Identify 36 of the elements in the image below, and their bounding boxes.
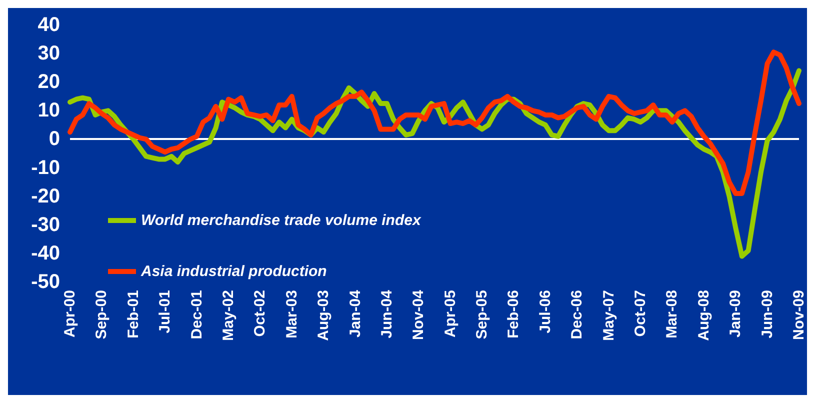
x-tick-label: Jul-06 (536, 290, 554, 334)
y-tick-label: -50 (31, 271, 60, 293)
y-tick-label: 10 (38, 100, 60, 122)
x-tick-label: Mar-08 (664, 290, 681, 338)
x-tick-label: Oct-07 (632, 290, 650, 337)
x-tick-label: Dec-01 (188, 290, 206, 340)
x-tick-label: Feb-01 (124, 290, 142, 338)
y-tick-label: -10 (31, 156, 60, 179)
x-tick-label: Jun-04 (378, 289, 396, 338)
x-tick-label: Jan-04 (346, 289, 364, 338)
y-tick-label: 30 (38, 42, 60, 65)
x-tick-label: Jan-09 (727, 290, 744, 338)
x-tick-label: Nov-04 (410, 289, 428, 340)
legend-label: World merchandise trade volume index (141, 212, 422, 229)
x-tick-label: Apr-00 (62, 290, 78, 338)
x-tick-label: May-02 (220, 290, 237, 341)
x-tick-label: May-07 (600, 290, 618, 341)
x-tick-label: Jul-01 (156, 290, 174, 334)
y-tick-label: 0 (48, 128, 60, 150)
x-tick-label: Aug-08 (695, 290, 712, 341)
x-tick-label: Feb-06 (505, 290, 522, 338)
x-tick-label: Dec-06 (568, 290, 586, 340)
y-tick-label: 40 (38, 14, 60, 36)
x-tick-label: Nov-09 (790, 290, 808, 340)
x-tick-label: Apr-05 (442, 290, 459, 338)
x-tick-label: Sep-00 (93, 290, 110, 340)
x-tick-label: Oct-02 (252, 290, 269, 337)
y-tick-label: -20 (31, 185, 60, 208)
x-tick-label: Jun-09 (758, 290, 776, 338)
y-tick-label: -40 (31, 242, 60, 264)
x-tick-label: Sep-05 (474, 290, 491, 340)
y-tick-label: 20 (38, 71, 60, 94)
x-tick-label: Aug-03 (315, 290, 332, 341)
y-tick-label: -30 (31, 214, 60, 236)
legend-label: Asia industrial production (140, 263, 327, 280)
x-tick-label: Mar-03 (283, 290, 300, 338)
